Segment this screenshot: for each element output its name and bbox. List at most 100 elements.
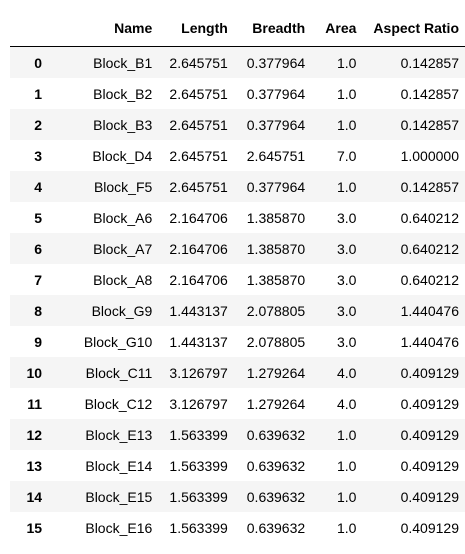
- cell-area: 7.0: [336, 147, 357, 164]
- row-index: 2: [34, 116, 43, 133]
- cell-breadth: 2.645751: [246, 147, 306, 164]
- cell-breadth: 1.279264: [246, 395, 306, 412]
- cell-area: 3.0: [336, 240, 357, 257]
- table-row: 4 Block_F5 2.645751 0.377964 1.0 0.142857: [10, 171, 465, 202]
- cell-aspect-ratio: 1.440476: [400, 302, 459, 319]
- cell-aspect-ratio: 0.142857: [400, 54, 459, 71]
- cell-length: 1.563399: [169, 426, 228, 443]
- row-index: 10: [26, 364, 43, 381]
- cell-area: 4.0: [336, 364, 357, 381]
- row-index: 0: [34, 54, 43, 71]
- cell-name: Block_B3: [93, 116, 153, 133]
- row-index: 4: [34, 178, 43, 195]
- table-row: 12 Block_E13 1.563399 0.639632 1.0 0.409129: [10, 419, 465, 450]
- cell-name: Block_C12: [84, 395, 153, 412]
- row-index: 7: [34, 271, 43, 288]
- cell-breadth: 2.078805: [246, 302, 306, 319]
- cell-aspect-ratio: 0.142857: [400, 178, 459, 195]
- cell-breadth: 0.639632: [246, 426, 306, 443]
- cell-name: Block_E13: [85, 426, 153, 443]
- cell-area: 4.0: [336, 395, 357, 412]
- cell-aspect-ratio: 0.142857: [400, 85, 459, 102]
- cell-name: Block_A7: [93, 240, 153, 257]
- cell-name: Block_E16: [85, 519, 153, 536]
- cell-aspect-ratio: 0.640212: [400, 209, 459, 226]
- cell-aspect-ratio: 0.409129: [400, 395, 459, 412]
- cell-length: 1.563399: [169, 519, 228, 536]
- cell-breadth: 1.279264: [246, 364, 306, 381]
- row-index: 13: [26, 457, 43, 474]
- table-row: 11 Block_C12 3.126797 1.279264 4.0 0.409129: [10, 388, 465, 419]
- cell-area: 3.0: [336, 333, 357, 350]
- column-header-breadth: Breadth: [233, 16, 312, 47]
- cell-aspect-ratio: 0.409129: [400, 457, 459, 474]
- cell-length: 2.164706: [169, 271, 228, 288]
- cell-aspect-ratio: 0.409129: [400, 519, 459, 536]
- cell-area: 1.0: [336, 116, 357, 133]
- cell-breadth: 0.639632: [246, 488, 306, 505]
- cell-name: Block_A8: [93, 271, 153, 288]
- cell-name: Block_A6: [93, 209, 153, 226]
- cell-aspect-ratio: 0.640212: [400, 240, 459, 257]
- cell-breadth: 0.377964: [246, 178, 306, 195]
- cell-area: 3.0: [336, 209, 357, 226]
- row-index: 12: [26, 426, 43, 443]
- table-row: 8 Block_G9 1.443137 2.078805 3.0 1.440476: [10, 295, 465, 326]
- table-row: 0 Block_B1 2.645751 0.377964 1.0 0.142857: [10, 46, 465, 78]
- column-header-length: Length: [158, 16, 234, 47]
- table-row: 3 Block_D4 2.645751 2.645751 7.0 1.000000: [10, 140, 465, 171]
- cell-breadth: 2.078805: [246, 333, 306, 350]
- table-row: 14 Block_E15 1.563399 0.639632 1.0 0.409129: [10, 481, 465, 512]
- cell-area: 1.0: [336, 519, 357, 536]
- cell-aspect-ratio: 0.409129: [400, 426, 459, 443]
- table-header: Name Length Breadth Area Aspect Ratio: [10, 16, 465, 47]
- row-index: 8: [34, 302, 43, 319]
- cell-length: 1.443137: [169, 333, 228, 350]
- table-row: 10 Block_C11 3.126797 1.279264 4.0 0.409129: [10, 357, 465, 388]
- row-index: 11: [27, 395, 43, 412]
- table-row: 15 Block_E16 1.563399 0.639632 1.0 0.409129: [10, 512, 465, 543]
- cell-area: 1.0: [336, 457, 357, 474]
- index-header: [10, 16, 49, 47]
- column-header-aspect-ratio: Aspect Ratio: [362, 16, 465, 47]
- cell-name: Block_D4: [92, 147, 153, 164]
- cell-breadth: 1.385870: [246, 240, 306, 257]
- cell-name: Block_E15: [85, 488, 153, 505]
- cell-length: 1.443137: [169, 302, 228, 319]
- cell-name: Block_G9: [91, 302, 153, 319]
- cell-name: Block_G10: [83, 333, 153, 350]
- cell-breadth: 0.377964: [246, 85, 306, 102]
- table-row: 7 Block_A8 2.164706 1.385870 3.0 0.640212: [10, 264, 465, 295]
- cell-aspect-ratio: 0.640212: [400, 271, 459, 288]
- row-index: 3: [34, 147, 43, 164]
- cell-aspect-ratio: 1.440476: [400, 333, 459, 350]
- cell-aspect-ratio: 0.409129: [400, 364, 459, 381]
- cell-breadth: 1.385870: [246, 209, 306, 226]
- cell-area: 3.0: [336, 271, 357, 288]
- table-row: 5 Block_A6 2.164706 1.385870 3.0 0.640212: [10, 202, 465, 233]
- column-header-area: Area: [311, 16, 363, 47]
- cell-name: Block_B1: [93, 54, 153, 71]
- row-index: 15: [26, 519, 43, 536]
- table-body: 0 Block_B1 2.645751 0.377964 1.0 0.142857 1 Blo…: [10, 46, 465, 543]
- cell-length: 3.126797: [169, 364, 228, 381]
- cell-length: 2.164706: [169, 240, 228, 257]
- cell-breadth: 0.639632: [246, 457, 306, 474]
- row-index: 6: [34, 240, 43, 257]
- cell-name: Block_E14: [85, 457, 153, 474]
- table-row: 6 Block_A7 2.164706 1.385870 3.0 0.640212: [10, 233, 465, 264]
- dataframe-table: Name Length Breadth Area Aspect Ratio 0 B…: [10, 16, 465, 543]
- cell-length: 2.645751: [169, 54, 228, 71]
- cell-length: 1.563399: [169, 488, 228, 505]
- cell-area: 1.0: [336, 488, 357, 505]
- cell-area: 1.0: [336, 426, 357, 443]
- cell-breadth: 0.377964: [246, 54, 306, 71]
- cell-breadth: 1.385870: [246, 271, 306, 288]
- cell-length: 2.164706: [169, 209, 228, 226]
- header-row: Name Length Breadth Area Aspect Ratio: [10, 16, 465, 47]
- row-index: 1: [34, 85, 43, 102]
- cell-aspect-ratio: 1.000000: [400, 147, 459, 164]
- cell-breadth: 0.377964: [246, 116, 306, 133]
- cell-name: Block_C11: [85, 364, 153, 381]
